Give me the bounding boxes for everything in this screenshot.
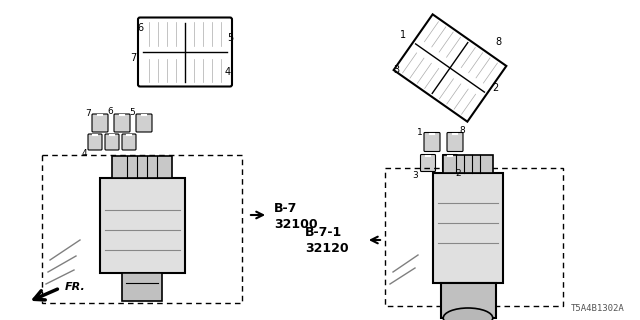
- Polygon shape: [394, 14, 506, 122]
- Text: 3: 3: [412, 171, 418, 180]
- Bar: [99, 178, 184, 273]
- Text: 4: 4: [225, 67, 231, 77]
- FancyBboxPatch shape: [424, 132, 440, 151]
- Text: 6: 6: [107, 107, 113, 116]
- Text: 2: 2: [455, 169, 461, 178]
- Text: 4: 4: [81, 148, 87, 157]
- FancyBboxPatch shape: [136, 114, 152, 132]
- Bar: [112, 156, 172, 178]
- Text: 2: 2: [492, 83, 498, 93]
- Text: 1: 1: [400, 30, 406, 40]
- FancyBboxPatch shape: [447, 132, 463, 151]
- Text: 32120: 32120: [305, 242, 349, 254]
- FancyBboxPatch shape: [105, 134, 119, 150]
- Text: 8: 8: [459, 125, 465, 134]
- Text: 5: 5: [227, 33, 233, 43]
- Bar: [440, 283, 495, 318]
- Bar: [433, 173, 503, 283]
- Bar: [385, 168, 563, 306]
- FancyBboxPatch shape: [138, 18, 232, 86]
- Text: 8: 8: [495, 37, 501, 47]
- FancyBboxPatch shape: [114, 114, 130, 132]
- Text: 3: 3: [393, 65, 399, 75]
- Text: 5: 5: [129, 108, 135, 116]
- FancyBboxPatch shape: [442, 155, 458, 172]
- Bar: [122, 273, 162, 300]
- Text: T5A4B1302A: T5A4B1302A: [572, 304, 625, 313]
- FancyBboxPatch shape: [122, 134, 136, 150]
- Text: 6: 6: [137, 23, 143, 33]
- Text: 32100: 32100: [274, 218, 317, 230]
- FancyBboxPatch shape: [88, 134, 102, 150]
- Text: B-7: B-7: [274, 202, 298, 214]
- Text: B-7-1: B-7-1: [305, 226, 342, 238]
- Text: 7: 7: [85, 108, 91, 117]
- Text: 1: 1: [417, 127, 423, 137]
- FancyBboxPatch shape: [420, 155, 435, 172]
- Text: FR.: FR.: [65, 282, 86, 292]
- Ellipse shape: [444, 308, 493, 320]
- Bar: [42, 155, 242, 303]
- Text: 7: 7: [130, 53, 136, 63]
- FancyBboxPatch shape: [92, 114, 108, 132]
- Bar: [443, 155, 493, 173]
